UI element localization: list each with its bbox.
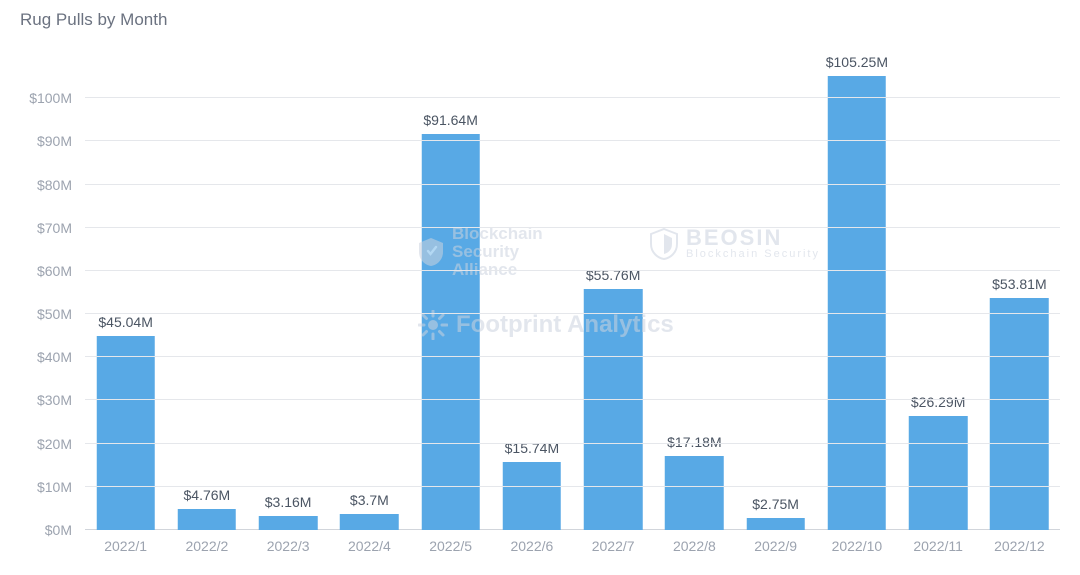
- x-tick-label: 2022/10: [832, 538, 883, 554]
- y-tick-label: $10M: [37, 479, 72, 495]
- bar: [828, 76, 887, 530]
- gridline: [85, 399, 1060, 400]
- bar-slot: $45.04M: [85, 55, 166, 530]
- gridline: [85, 184, 1060, 185]
- gridline: [85, 270, 1060, 271]
- gridline: [85, 486, 1060, 487]
- y-tick-label: $80M: [37, 177, 72, 193]
- bar: [96, 336, 155, 530]
- bar-value-label: $3.7M: [350, 492, 389, 508]
- bar: [340, 514, 399, 530]
- bar: [503, 462, 562, 530]
- bar-value-label: $53.81M: [992, 276, 1046, 292]
- gridline: [85, 313, 1060, 314]
- bar-slot: $2.75M: [735, 55, 816, 530]
- chart-title: Rug Pulls by Month: [20, 10, 1065, 38]
- x-tick-label: 2022/4: [348, 538, 391, 554]
- x-tick-label: 2022/7: [592, 538, 635, 554]
- y-tick-label: $50M: [37, 306, 72, 322]
- bar: [178, 509, 237, 530]
- bar-slot: $4.76M: [166, 55, 247, 530]
- x-tick-label: 2022/12: [994, 538, 1045, 554]
- bar-value-label: $45.04M: [98, 314, 152, 330]
- y-tick-label: $90M: [37, 133, 72, 149]
- bar-slot: $3.16M: [248, 55, 329, 530]
- x-tick-label: 2022/5: [429, 538, 472, 554]
- x-tick-label: 2022/11: [913, 538, 963, 554]
- bars-group: $45.04M$4.76M$3.16M$3.7M$91.64M$15.74M$5…: [85, 55, 1060, 530]
- y-tick-label: $60M: [37, 263, 72, 279]
- y-tick-label: $30M: [37, 392, 72, 408]
- bar: [259, 516, 318, 530]
- y-tick-label: $70M: [37, 220, 72, 236]
- bar-value-label: $4.76M: [184, 487, 231, 503]
- bar: [909, 416, 968, 530]
- x-tick-label: 2022/3: [267, 538, 310, 554]
- bar-value-label: $91.64M: [423, 112, 477, 128]
- bar: [990, 298, 1049, 530]
- bar-value-label: $2.75M: [752, 496, 799, 512]
- bar-value-label: $3.16M: [265, 494, 312, 510]
- y-axis: $0M$10M$20M$30M$40M$50M$60M$70M$80M$90M$…: [20, 55, 80, 530]
- bar-slot: $55.76M: [573, 55, 654, 530]
- bar: [421, 134, 480, 530]
- plot-area: $45.04M$4.76M$3.16M$3.7M$91.64M$15.74M$5…: [85, 55, 1060, 530]
- gridline: [85, 356, 1060, 357]
- bar-slot: $53.81M: [979, 55, 1060, 530]
- bar: [665, 456, 724, 530]
- bar-value-label: $105.25M: [826, 54, 888, 70]
- bar-chart: Rug Pulls by Month $0M $10M $20M $30M $40M $5…: [20, 10, 1065, 565]
- x-axis: 2022/1 2022/2 2022/3 2022/4 2022/5 2022/6 2022…: [85, 532, 1060, 562]
- x-tick-label: 2022/9: [754, 538, 797, 554]
- y-tick-label: $100M: [29, 90, 72, 106]
- bar-slot: $15.74M: [491, 55, 572, 530]
- x-tick-label: 2022/1: [104, 538, 147, 554]
- x-tick-label: 2022/6: [510, 538, 553, 554]
- y-tick-label: $40M: [37, 349, 72, 365]
- gridline: [85, 97, 1060, 98]
- bar-slot: $26.29M: [898, 55, 979, 530]
- gridline: [85, 443, 1060, 444]
- y-tick-label: $20M: [37, 436, 72, 452]
- bar-slot: $105.25M: [816, 55, 897, 530]
- x-tick-label: 2022/8: [673, 538, 716, 554]
- bar-value-label: $26.29M: [911, 394, 965, 410]
- gridline: [85, 227, 1060, 228]
- bar-slot: $3.7M: [329, 55, 410, 530]
- x-tick-label: 2022/2: [185, 538, 228, 554]
- gridline: [85, 140, 1060, 141]
- bar-slot: $17.18M: [654, 55, 735, 530]
- y-tick-label: $0M: [45, 522, 72, 538]
- bar-slot: $91.64M: [410, 55, 491, 530]
- bar: [746, 518, 805, 530]
- bar: [584, 289, 643, 530]
